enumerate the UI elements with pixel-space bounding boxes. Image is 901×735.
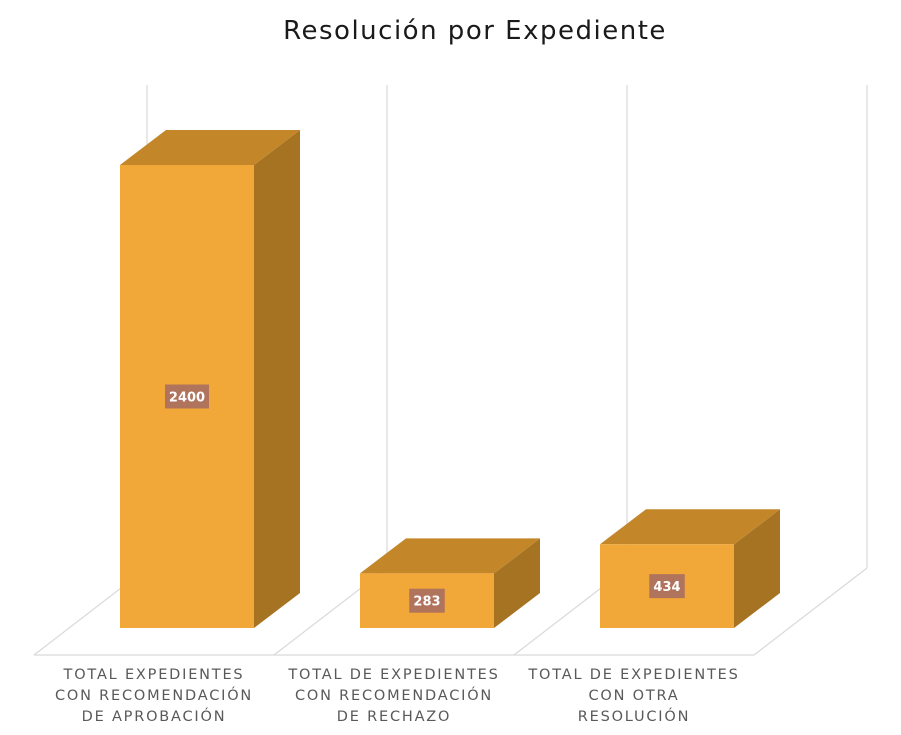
bar-side	[734, 509, 780, 628]
data-label-bg	[649, 574, 685, 599]
data-labels: 2400 283 434	[165, 384, 685, 613]
chart-title: Resolución por Expediente	[283, 16, 667, 46]
floor-divider	[753, 567, 868, 656]
data-label-bg	[409, 588, 445, 613]
bar	[360, 538, 540, 628]
bar-side	[494, 538, 540, 628]
category-label-line: CON RECOMENDACIÓN	[55, 686, 253, 704]
bars	[120, 130, 780, 628]
category-label-line: DE RECHAZO	[337, 709, 451, 725]
data-label-text: 283	[413, 595, 440, 610]
bar-top	[600, 509, 780, 545]
category-label-line: CON RECOMENDACIÓN	[295, 686, 493, 704]
bar-top	[120, 130, 300, 165]
category-label-line: CON OTRA	[588, 688, 679, 704]
data-label-bg	[165, 384, 209, 409]
bar-top	[360, 538, 540, 574]
category-labels: TOTAL EXPEDIENTES CON RECOMENDACIÓN DE APR…	[55, 667, 739, 725]
category-label-line: TOTAL DE EXPEDIENTES	[527, 667, 739, 683]
category-label-line: RESOLUCIÓN	[578, 707, 690, 725]
bar-side	[254, 130, 300, 628]
category-label-line: TOTAL DE EXPEDIENTES	[287, 667, 499, 683]
category-label: TOTAL DE EXPEDIENTES CON OTRA RESOLUCIÓN	[527, 667, 739, 725]
data-label: 2400	[165, 384, 209, 409]
data-label-text: 434	[653, 580, 680, 595]
data-label: 434	[649, 574, 685, 599]
category-label: TOTAL DE EXPEDIENTES CON RECOMENDACIÓN DE …	[287, 667, 499, 725]
bar	[600, 509, 780, 628]
category-label: TOTAL EXPEDIENTES CON RECOMENDACIÓN DE APR…	[55, 667, 253, 725]
category-label-line: DE APROBACIÓN	[82, 707, 227, 725]
category-label-line: TOTAL EXPEDIENTES	[63, 667, 245, 683]
data-label: 283	[409, 588, 445, 613]
data-label-text: 2400	[169, 391, 205, 406]
bar	[120, 130, 300, 628]
